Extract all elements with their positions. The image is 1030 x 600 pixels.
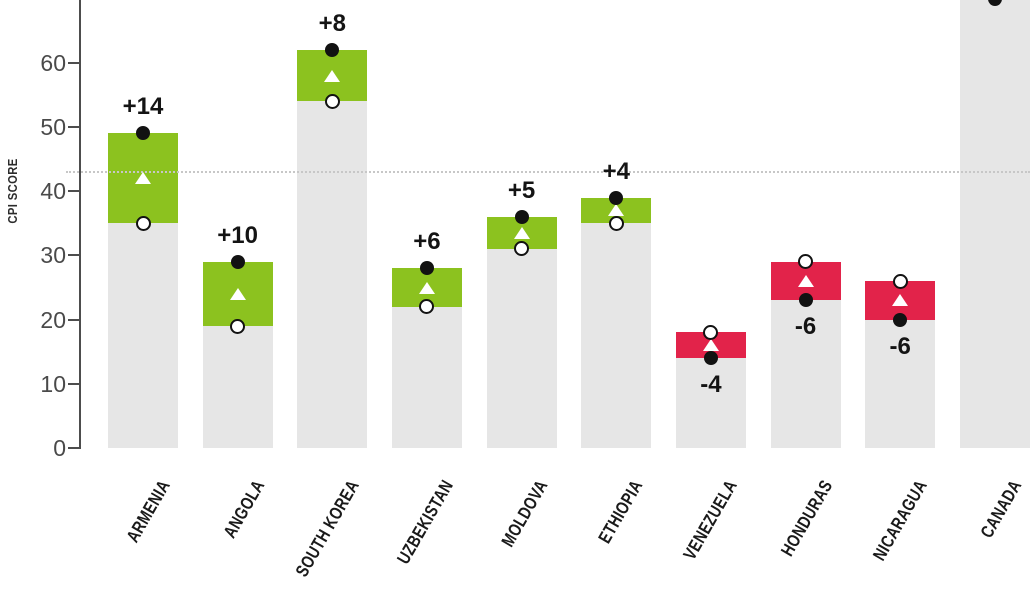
- nicaragua-mid-triangle-marker: [892, 294, 909, 307]
- moldova-axis-label: MOLDOVA: [489, 477, 552, 568]
- average-score-dotted-line: [66, 170, 1030, 173]
- moldova-end-dot-marker: [514, 209, 529, 224]
- moldova-mid-triangle-marker: [513, 226, 530, 239]
- honduras-change-label: -6: [794, 313, 817, 341]
- ethiopia-end-dot-marker: [609, 190, 624, 205]
- south-korea-axis-label-text: SOUTH KOREA: [291, 476, 363, 581]
- y-axis-tick-label-0: 0: [53, 435, 66, 461]
- armenia-axis-label: ARMENIA: [113, 476, 174, 562]
- armenia-end-dot-marker: [136, 126, 150, 141]
- y-axis-tick-50: [68, 126, 81, 128]
- honduras-end-dot-marker: [798, 293, 813, 308]
- y-axis-tick-label-60: 60: [40, 49, 66, 76]
- y-axis-tick-20: [68, 318, 81, 321]
- venezuela-change-label: -4: [700, 371, 722, 399]
- angola-start-circle-marker: [230, 318, 246, 334]
- armenia-start-circle-marker: [135, 215, 151, 231]
- uzbekistan-mid-triangle-marker: [418, 281, 435, 294]
- y-axis-tick-30: [68, 254, 81, 257]
- ethiopia-axis-label: ETHIOPIA: [586, 476, 647, 563]
- y-axis-tick-60: [68, 61, 81, 64]
- honduras-axis-label: HONDURAS: [766, 477, 836, 580]
- angola-axis-label-text: ANGOLA: [219, 476, 269, 542]
- armenia-axis-label-text: ARMENIA: [122, 476, 174, 546]
- moldova-change-label: +5: [507, 176, 536, 204]
- angola-mid-triangle-marker: [229, 287, 246, 300]
- nicaragua-end-dot-marker: [893, 312, 908, 327]
- venezuela-mid-triangle-marker: [702, 339, 719, 352]
- uzbekistan-base-bar: [391, 306, 462, 448]
- y-axis-tick-label-40: 40: [40, 178, 66, 205]
- y-axis-line: [79, 0, 81, 449]
- y-axis-tick-label-30: 30: [40, 242, 66, 269]
- moldova-base-bar: [486, 248, 557, 448]
- armenia-change-label: +14: [122, 93, 164, 121]
- y-axis-tick-label-20: 20: [40, 306, 66, 333]
- south-korea-change-label: +8: [318, 9, 346, 37]
- south-korea-axis-label: SOUTH KOREA: [277, 477, 362, 600]
- y-axis-tick-0: [68, 447, 81, 449]
- armenia-mid-triangle-marker: [135, 172, 151, 185]
- venezuela-start-circle-marker: [703, 324, 719, 340]
- nicaragua-axis-label-text: NICARAGUA: [868, 476, 931, 564]
- angola-end-dot-marker: [230, 254, 245, 269]
- uzbekistan-axis-label-text: UZBEKISTAN: [393, 476, 458, 568]
- ethiopia-base-bar: [581, 223, 652, 448]
- venezuela-end-dot-marker: [703, 351, 718, 366]
- armenia-base-bar: [108, 223, 178, 448]
- south-korea-end-dot-marker: [325, 42, 340, 57]
- south-korea-start-circle-marker: [324, 93, 340, 109]
- nicaragua-start-circle-marker: [892, 273, 908, 289]
- south-korea-mid-triangle-marker: [324, 69, 341, 82]
- ethiopia-start-circle-marker: [608, 215, 624, 231]
- venezuela-axis-label: VENEZUELA: [668, 476, 742, 584]
- ethiopia-mid-triangle-marker: [608, 204, 625, 217]
- ethiopia-change-label: +4: [602, 157, 630, 185]
- angola-change-label: +10: [217, 221, 258, 249]
- honduras-start-circle-marker: [798, 254, 814, 270]
- y-axis-tick-40: [68, 190, 81, 193]
- y-axis-tick-label-10: 10: [40, 370, 66, 397]
- y-axis-tick-label-50: 50: [40, 114, 66, 140]
- angola-base-bar: [202, 326, 273, 448]
- uzbekistan-start-circle-marker: [419, 299, 435, 315]
- nicaragua-change-label: -6: [889, 332, 911, 360]
- nicaragua-base-bar: [865, 319, 936, 448]
- ethiopia-axis-label-text: ETHIOPIA: [594, 476, 647, 547]
- venezuela-axis-label-text: VENEZUELA: [679, 476, 742, 564]
- canada-base-bar: [959, 0, 1030, 448]
- angola-axis-label: ANGOLA: [211, 476, 269, 556]
- south-korea-base-bar: [297, 101, 368, 448]
- canada-axis-label-text: CANADA: [976, 476, 1026, 542]
- nicaragua-axis-label: NICARAGUA: [857, 476, 931, 585]
- honduras-base-bar: [770, 300, 841, 448]
- uzbekistan-axis-label: UZBEKISTAN: [381, 476, 458, 590]
- uzbekistan-change-label: +6: [413, 228, 441, 256]
- venezuela-base-bar: [675, 358, 746, 448]
- moldova-start-circle-marker: [514, 241, 530, 257]
- canada-axis-label: CANADA: [968, 476, 1026, 556]
- honduras-mid-triangle-marker: [797, 275, 814, 288]
- moldova-axis-label-text: MOLDOVA: [498, 476, 553, 551]
- canada-end-dot-marker: [987, 0, 1002, 6]
- uzbekistan-end-dot-marker: [419, 261, 434, 276]
- y-axis-tick-10: [68, 382, 81, 385]
- honduras-axis-label-text: HONDURAS: [776, 476, 837, 560]
